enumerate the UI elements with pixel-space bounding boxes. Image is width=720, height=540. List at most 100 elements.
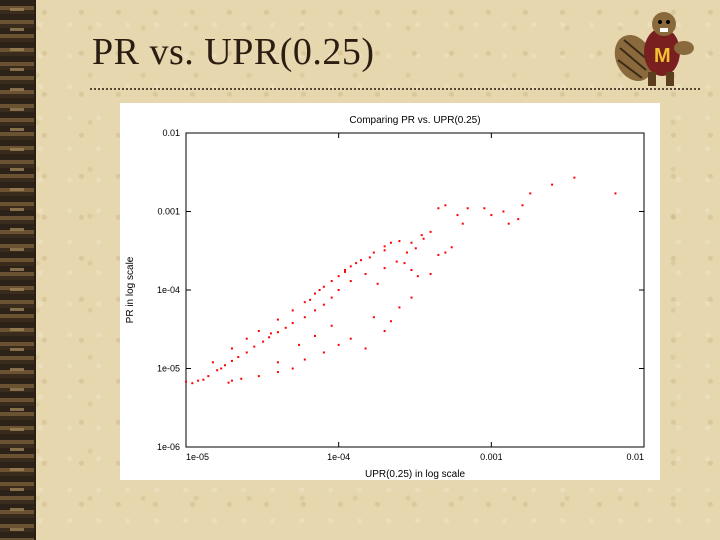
x-tick-label: 1e-05 [186,452,209,462]
data-point [257,375,260,378]
data-point [330,296,333,299]
data-point [245,337,248,340]
data-point [240,377,243,380]
data-point [303,358,306,361]
data-point [422,237,425,240]
data-point [330,324,333,327]
data-point [230,379,233,382]
data-point [405,251,408,254]
data-point [483,207,486,210]
x-tick-label: 0.001 [480,452,503,462]
data-point [383,330,386,333]
chart-title: Comparing PR vs. UPR(0.25) [349,115,480,126]
data-point [521,204,524,207]
data-point [276,361,279,364]
x-tick-label: 0.01 [626,452,644,462]
data-point [202,378,205,381]
data-point [355,262,358,265]
y-tick-label: 0.001 [157,207,180,217]
data-point [185,380,187,383]
x-tick-label: 1e-04 [327,452,350,462]
data-point [349,337,352,340]
data-point [507,222,510,225]
data-point [322,285,325,288]
gopher-mascot-icon: M [614,12,694,86]
data-point [309,298,312,301]
scatter-chart: Comparing PR vs. UPR(0.25) UPR(0.25) in … [125,115,645,480]
y-tick-label: 1e-05 [157,364,180,374]
data-point [383,249,386,252]
data-point [410,296,413,299]
data-point [437,253,440,256]
data-point [284,326,287,329]
data-point [349,280,352,283]
binding-rings [10,0,24,540]
data-point [227,381,230,384]
y-tick-label: 1e-06 [157,442,180,452]
data-point [551,183,554,186]
data-point [349,265,352,268]
data-point [330,280,333,283]
data-point [276,318,279,321]
x-axis-label: UPR(0.25) in log scale [365,469,465,480]
data-point [269,332,272,335]
axis-ticks: 1e-05 1e-04 0.001 0.01 1e-06 1e-05 1e-04 0.001 0… [157,128,645,462]
data-point [364,272,367,275]
data-point [220,367,223,370]
data-point [223,364,226,367]
data-point [383,267,386,270]
data-point [383,245,386,248]
data-point [364,347,367,350]
data-point [207,375,210,378]
data-point [389,241,392,244]
data-point [429,230,432,233]
data-point [429,272,432,275]
data-point [343,268,346,271]
title-divider [90,88,700,90]
data-point [230,347,233,350]
data-point [461,222,464,225]
chart-panel: Comparing PR vs. UPR(0.25) UPR(0.25) in … [120,103,660,480]
data-point [211,361,214,364]
data-point [368,256,371,259]
data-point [437,207,440,210]
data-point [303,316,306,319]
data-point [420,234,423,237]
data-point [268,336,271,339]
data-point [337,275,340,278]
data-point [314,309,317,312]
data-point [414,247,417,250]
data-point [450,246,453,249]
data-point [322,351,325,354]
data-point [257,330,260,333]
data-point [245,351,248,354]
data-point [253,345,256,348]
data-point [298,343,301,346]
data-point [444,251,447,254]
data-point [343,270,346,273]
data-point [337,343,340,346]
data-point [237,356,240,359]
data-point [291,367,294,370]
data-point [303,301,306,304]
y-axis-label: PR in log scale [125,256,136,323]
y-tick-label: 0.01 [162,128,180,138]
data-point [410,241,413,244]
data-point [466,207,469,210]
data-point [372,251,375,254]
data-point [444,204,447,207]
data-point [314,334,317,337]
data-point [372,316,375,319]
data-point [502,210,505,213]
slide-title: PR vs. UPR(0.25) [92,31,375,73]
data-point [416,275,419,278]
data-point [490,214,493,217]
data-point [359,259,362,262]
data-point [410,268,413,271]
notebook-binding [0,0,36,540]
data-point [573,176,576,179]
data-point [197,379,200,382]
data-point [517,218,520,221]
data-point [291,309,294,312]
data-point [456,214,459,217]
